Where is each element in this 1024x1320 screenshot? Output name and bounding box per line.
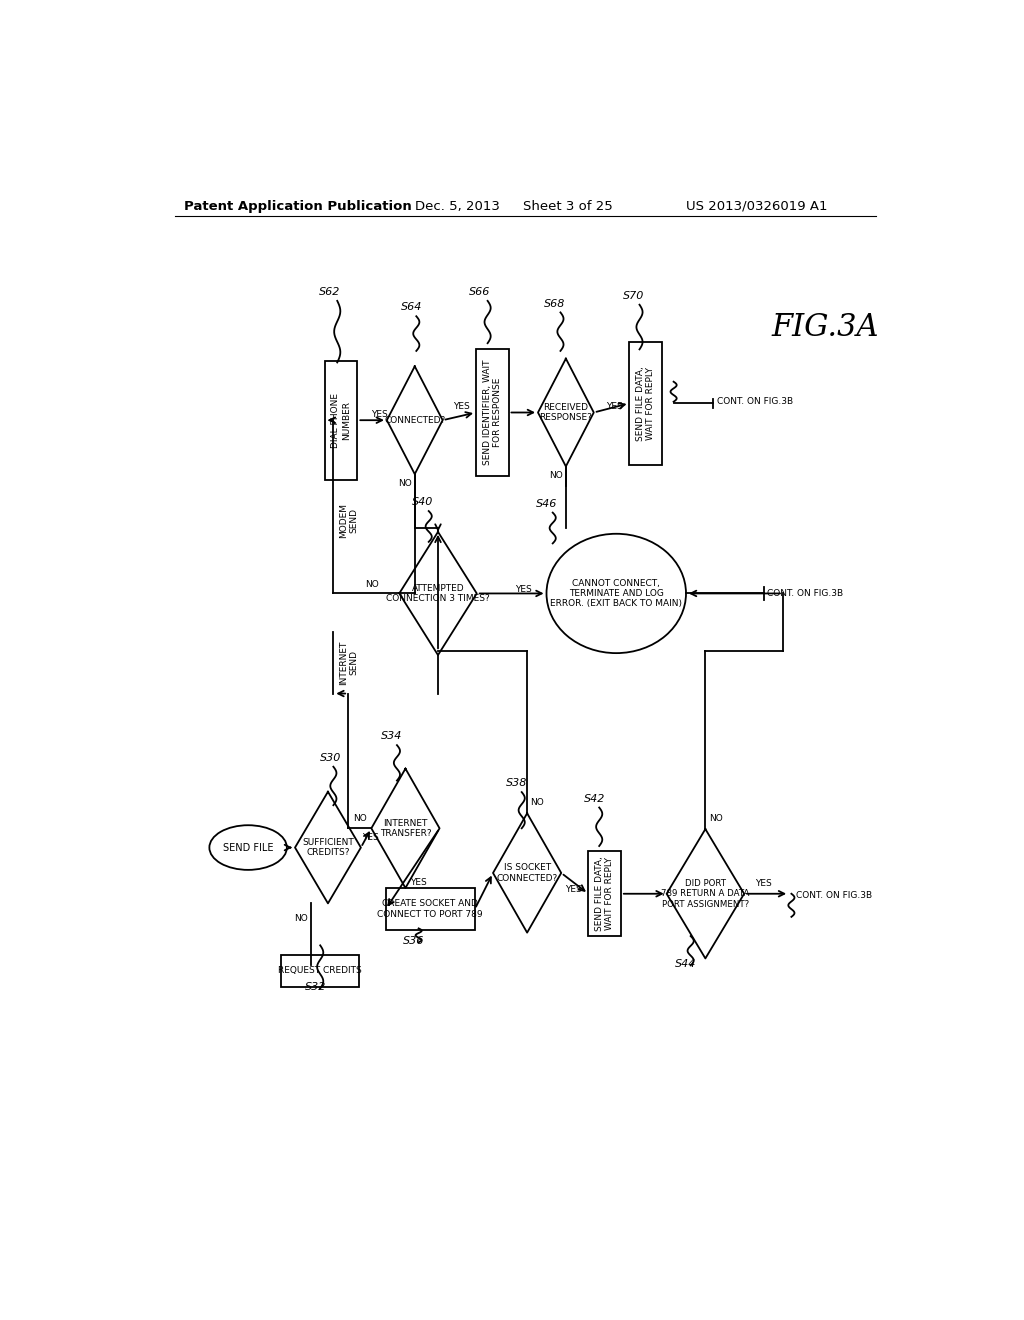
Text: SEND FILE DATA,
WAIT FOR REPLY: SEND FILE DATA, WAIT FOR REPLY (595, 857, 614, 931)
Text: YES: YES (411, 878, 427, 887)
Text: SUFFICIENT
CREDITS?: SUFFICIENT CREDITS? (302, 838, 354, 857)
Text: S62: S62 (319, 286, 341, 297)
Text: CONT. ON FIG.3B: CONT. ON FIG.3B (767, 589, 844, 598)
Text: S42: S42 (584, 793, 605, 804)
Text: US 2013/0326019 A1: US 2013/0326019 A1 (686, 199, 827, 213)
Text: S30: S30 (321, 752, 342, 763)
Text: CONNECTED?: CONNECTED? (384, 416, 445, 425)
Text: S38: S38 (506, 779, 527, 788)
Text: INTERNET
TRANSFER?: INTERNET TRANSFER? (380, 818, 431, 838)
Bar (589, 851, 621, 936)
Ellipse shape (209, 825, 287, 870)
Text: NO: NO (530, 799, 544, 807)
Text: MODEM
SEND: MODEM SEND (339, 503, 358, 537)
Text: REQUEST CREDITS: REQUEST CREDITS (279, 966, 362, 975)
Text: NO: NO (549, 471, 562, 480)
Text: NO: NO (397, 479, 412, 488)
Text: ATTEMPTED
CONNECTION 3 TIMES?: ATTEMPTED CONNECTION 3 TIMES? (386, 583, 489, 603)
Text: SEND IDENTIFIER, WAIT
FOR RESPONSE: SEND IDENTIFIER, WAIT FOR RESPONSE (482, 360, 502, 465)
Text: DID PORT
789 RETURN A DATA
PORT ASSIGNMENT?: DID PORT 789 RETURN A DATA PORT ASSIGNME… (662, 879, 750, 908)
Text: NO: NO (353, 814, 367, 822)
Text: S32: S32 (305, 982, 326, 993)
Text: YES: YES (515, 585, 531, 594)
Text: S66: S66 (469, 286, 490, 297)
Text: S40: S40 (413, 498, 434, 507)
Text: YES: YES (372, 409, 388, 418)
Text: S64: S64 (400, 302, 422, 313)
Text: FIG.3A: FIG.3A (772, 313, 880, 343)
Text: NO: NO (294, 915, 307, 923)
Text: RECEIVED
RESPONSE?: RECEIVED RESPONSE? (540, 403, 592, 422)
Bar (386, 888, 475, 931)
Text: Patent Application Publication: Patent Application Publication (183, 199, 412, 213)
Text: Sheet 3 of 25: Sheet 3 of 25 (523, 199, 613, 213)
Text: SEND FILE: SEND FILE (223, 842, 273, 853)
Text: IS SOCKET
CONNECTED?: IS SOCKET CONNECTED? (497, 863, 558, 883)
Text: S34: S34 (381, 731, 402, 742)
Text: NO: NO (366, 579, 379, 589)
Bar (282, 954, 359, 987)
Text: CREATE SOCKET AND
CONNECT TO PORT 789: CREATE SOCKET AND CONNECT TO PORT 789 (378, 899, 483, 919)
Text: S70: S70 (623, 290, 644, 301)
Text: YES: YES (606, 401, 623, 411)
Text: Dec. 5, 2013: Dec. 5, 2013 (415, 199, 500, 213)
Text: S46: S46 (537, 499, 558, 508)
Bar (325, 360, 357, 480)
Text: S44: S44 (675, 960, 696, 969)
Text: YES: YES (453, 401, 470, 411)
Text: NO: NO (710, 814, 723, 822)
Text: YES: YES (755, 879, 772, 888)
Text: SEND FILE DATA,
WAIT FOR REPLY: SEND FILE DATA, WAIT FOR REPLY (636, 366, 655, 441)
Text: S36: S36 (403, 936, 425, 946)
Text: CONT. ON FIG.3B: CONT. ON FIG.3B (717, 397, 794, 407)
Text: YES: YES (565, 886, 582, 895)
Text: CONT. ON FIG.3B: CONT. ON FIG.3B (796, 891, 872, 900)
Bar (630, 342, 662, 465)
Bar (476, 348, 509, 477)
Text: DIAL PHONE
NUMBER: DIAL PHONE NUMBER (332, 393, 351, 447)
Text: S68: S68 (544, 298, 565, 309)
Text: YES: YES (362, 833, 379, 842)
Ellipse shape (547, 533, 686, 653)
Text: INTERNET
SEND: INTERNET SEND (339, 640, 358, 685)
Text: CANNOT CONNECT,
TERMINATE AND LOG
ERROR. (EXIT BACK TO MAIN): CANNOT CONNECT, TERMINATE AND LOG ERROR.… (550, 578, 682, 609)
